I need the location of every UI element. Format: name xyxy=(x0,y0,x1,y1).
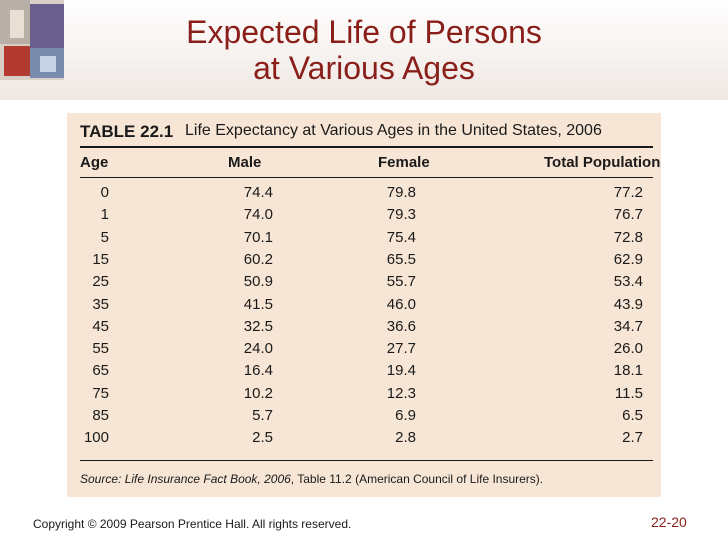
title-line-2: at Various Ages xyxy=(253,50,475,86)
source-suffix: , Table 11.2 (American Council of Life I… xyxy=(290,472,544,486)
cell-male: 60.2 xyxy=(243,250,273,268)
cell-male: 32.5 xyxy=(243,317,273,335)
header-rule xyxy=(80,177,653,178)
cell-female: 79.8 xyxy=(386,184,416,201)
header-male: Male xyxy=(228,154,262,171)
cell-total: 53.4 xyxy=(613,273,643,291)
cell-age: 35 xyxy=(92,295,109,313)
cell-female: 6.9 xyxy=(395,407,416,424)
source-prefix: Source: Life Insurance Fact Book, 2006 xyxy=(80,472,291,486)
table-top-rule xyxy=(80,146,653,148)
cell-age: 75 xyxy=(92,384,109,402)
cell-male: 16.4 xyxy=(243,362,273,380)
publisher-logo xyxy=(0,0,64,80)
header-female: Female xyxy=(378,154,430,171)
cell-total: 18.1 xyxy=(613,362,643,380)
cell-total: 26.0 xyxy=(613,340,643,358)
cell-age: 0 xyxy=(100,184,109,201)
table-label: TABLE 22.1 xyxy=(80,122,174,141)
header-band xyxy=(0,0,728,100)
cell-female: 12.3 xyxy=(386,384,416,402)
cell-male: 74.0 xyxy=(243,206,273,224)
cell-total: 34.7 xyxy=(613,317,643,335)
title-line-1: Expected Life of Persons xyxy=(186,14,542,50)
copyright-text: Copyright © 2009 Pearson Prentice Hall. … xyxy=(33,517,352,531)
cell-total: 77.2 xyxy=(613,184,643,201)
cell-total: 2.7 xyxy=(622,429,643,447)
cell-female: 65.5 xyxy=(386,250,416,268)
header-total-population: Total Population xyxy=(544,154,661,171)
cell-male: 24.0 xyxy=(243,340,273,358)
cell-female: 2.8 xyxy=(395,429,416,447)
cell-male: 50.9 xyxy=(243,273,273,291)
cell-total: 72.8 xyxy=(613,228,643,246)
cell-total: 6.5 xyxy=(622,407,643,424)
cell-age: 5 xyxy=(100,228,109,246)
page-number: 22-20 xyxy=(651,514,687,530)
cell-female: 19.4 xyxy=(386,362,416,380)
cell-age: 55 xyxy=(92,340,109,358)
cell-age: 45 xyxy=(92,317,109,335)
cell-total: 62.9 xyxy=(613,250,643,268)
cell-male: 70.1 xyxy=(243,228,273,246)
cell-age: 85 xyxy=(92,407,109,424)
cell-total: 76.7 xyxy=(613,206,643,224)
cell-male: 5.7 xyxy=(252,407,273,424)
header-age: Age xyxy=(80,154,109,171)
cell-age: 25 xyxy=(92,273,109,291)
cell-female: 27.7 xyxy=(386,340,416,358)
cell-total: 43.9 xyxy=(613,295,643,313)
cell-female: 79.3 xyxy=(386,206,416,224)
table-caption: Life Expectancy at Various Ages in the U… xyxy=(185,122,602,139)
cell-age: 100 xyxy=(83,429,109,447)
cell-male: 2.5 xyxy=(252,429,273,447)
table-bottom-rule xyxy=(80,460,653,461)
cell-female: 36.6 xyxy=(386,317,416,335)
cell-age: 1 xyxy=(100,206,109,224)
cell-age: 65 xyxy=(92,362,109,380)
table-source: Source: Life Insurance Fact Book, 2006, … xyxy=(80,472,543,486)
cell-female: 55.7 xyxy=(386,273,416,291)
cell-age: 15 xyxy=(92,250,109,268)
cell-female: 75.4 xyxy=(386,228,416,246)
cell-total: 11.5 xyxy=(614,384,643,402)
slide-title: Expected Life of Persons at Various Ages xyxy=(0,14,728,86)
cell-male: 41.5 xyxy=(243,295,273,313)
cell-male: 10.2 xyxy=(243,384,273,402)
cell-male: 74.4 xyxy=(243,184,273,201)
cell-female: 46.0 xyxy=(386,295,416,313)
